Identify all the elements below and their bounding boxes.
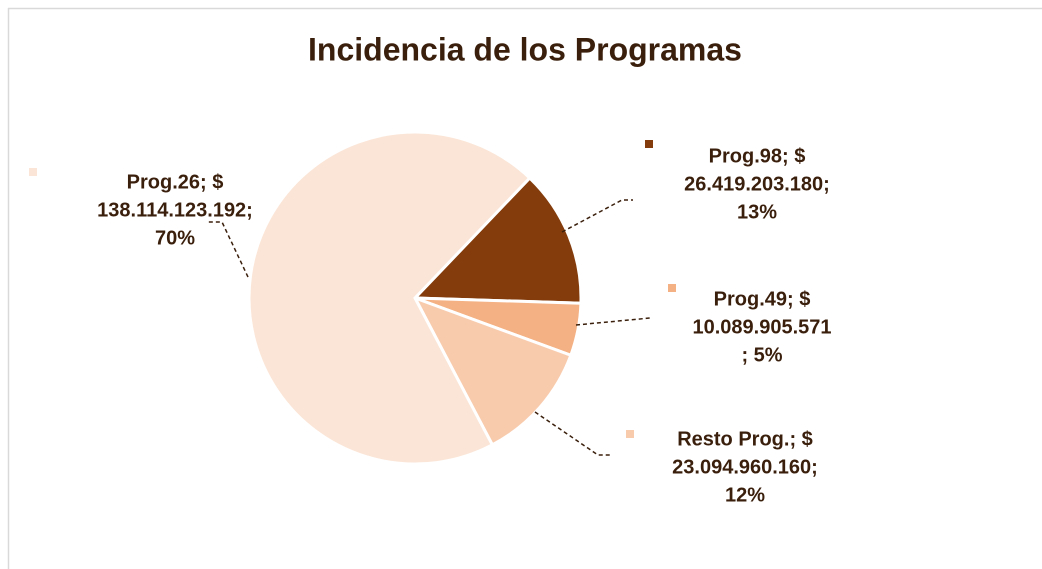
label-marker xyxy=(29,168,37,176)
label-marker xyxy=(645,140,653,148)
pie-slice xyxy=(247,130,532,466)
pie-slice xyxy=(411,295,573,447)
leader-line xyxy=(575,317,651,326)
data-label: 26.419.203.180; xyxy=(684,173,830,195)
data-label: 12% xyxy=(725,484,765,506)
label-marker xyxy=(668,284,676,292)
data-label: 23.094.960.160; xyxy=(672,456,818,478)
data-label: ; 5% xyxy=(741,344,782,366)
data-label: Resto Prog.; $ xyxy=(677,428,813,450)
label-marker xyxy=(626,430,634,438)
data-label: Prog.26; $ xyxy=(127,171,224,193)
data-label: 10.089.905.571 xyxy=(692,316,831,338)
leader-line xyxy=(534,411,610,456)
data-label: 13% xyxy=(737,201,777,223)
chart-frame xyxy=(7,7,1042,569)
leader-line xyxy=(208,221,249,278)
leader-line xyxy=(561,199,633,233)
data-label: 70% xyxy=(155,227,195,249)
data-label: Prog.49; $ xyxy=(714,288,811,310)
pie-slice xyxy=(411,175,583,305)
data-label: 138.114.123.192; xyxy=(97,199,253,221)
data-label: Prog.98; $ xyxy=(709,145,806,167)
chart-title: Incidencia de los Programas xyxy=(308,31,742,67)
